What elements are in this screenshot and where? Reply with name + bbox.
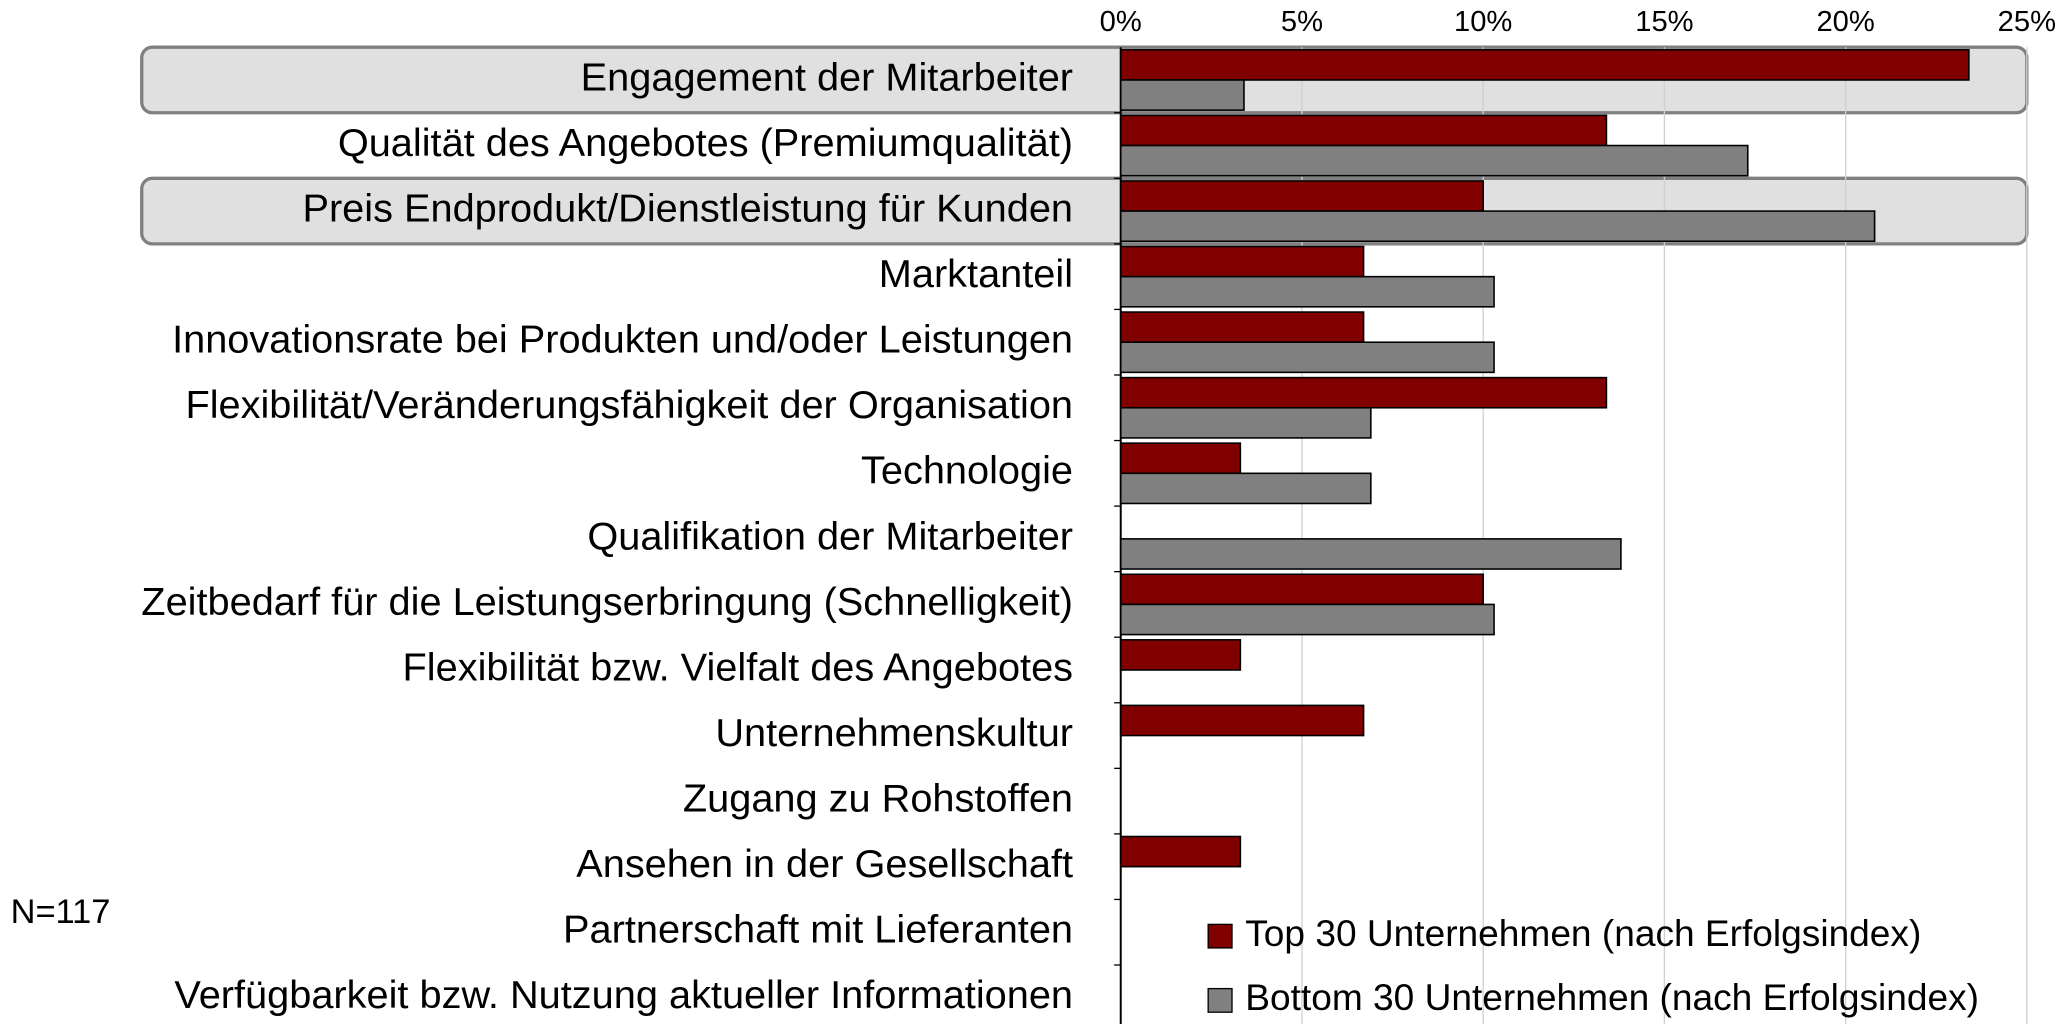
x-tick-label: 10% xyxy=(1454,6,1512,38)
bar xyxy=(1119,442,1242,475)
y-tick-label: Preis Endprodukt/Dienstleistung für Kund… xyxy=(302,187,1073,231)
bar xyxy=(1119,245,1365,278)
x-tick-label: 5% xyxy=(1281,6,1323,38)
y-tick-label: Unternehmenskultur xyxy=(715,711,1073,755)
bar xyxy=(1119,49,1970,81)
bar xyxy=(1119,639,1242,671)
bar xyxy=(1119,210,1876,243)
y-tick-label: Qualität des Angebotes (Premiumqualität) xyxy=(338,121,1073,165)
bar xyxy=(1119,603,1495,636)
y-tick-label: Technologie xyxy=(861,449,1073,493)
bar xyxy=(1119,376,1608,409)
bar xyxy=(1119,311,1365,343)
bar xyxy=(1119,114,1608,147)
legend-label: Top 30 Unternehmen (nach Erfolgsindex) xyxy=(1245,913,1921,954)
y-tick-label: Zeitbedarf für die Leistungserbringung (… xyxy=(141,580,1073,624)
bar xyxy=(1119,835,1242,868)
bar xyxy=(1119,341,1495,374)
legend-swatch xyxy=(1207,923,1233,949)
bar xyxy=(1119,406,1372,439)
x-tick-label: 25% xyxy=(1998,6,2056,38)
bar xyxy=(1119,573,1484,606)
x-tick-label: 20% xyxy=(1816,6,1874,38)
y-tick-label: Marktanteil xyxy=(879,252,1073,296)
bar xyxy=(1119,538,1622,570)
sample-note: N=117 xyxy=(11,893,111,931)
legend-swatch xyxy=(1207,987,1233,1013)
x-tick-label: 15% xyxy=(1635,6,1693,38)
y-tick-label: Flexibilität bzw. Vielfalt des Angebotes xyxy=(403,646,1073,690)
y-tick-label: Verfügbarkeit bzw. Nutzung aktueller Inf… xyxy=(174,973,1073,1017)
y-tick-label: Zugang zu Rohstoffen xyxy=(683,777,1073,821)
y-tick-label: Engagement der Mitarbeiter xyxy=(581,56,1073,100)
y-tick-label: Qualifikation der Mitarbeiter xyxy=(587,514,1073,558)
legend-label: Bottom 30 Unternehmen (nach Erfolgsindex… xyxy=(1245,977,1979,1018)
bar xyxy=(1119,79,1245,111)
y-tick-label: Ansehen in der Gesellschaft xyxy=(576,842,1073,886)
x-tick-label: 0% xyxy=(1100,6,1142,38)
bar xyxy=(1119,275,1495,308)
y-tick-label: Flexibilität/Veränderungsfähigkeit der O… xyxy=(185,383,1073,427)
y-tick-label: Innovationsrate bei Produkten und/oder L… xyxy=(172,318,1073,362)
bar xyxy=(1119,144,1749,177)
bar xyxy=(1119,180,1484,212)
bar xyxy=(1119,704,1365,737)
y-tick-label: Partnerschaft mit Lieferanten xyxy=(563,908,1073,952)
bar xyxy=(1119,472,1372,505)
